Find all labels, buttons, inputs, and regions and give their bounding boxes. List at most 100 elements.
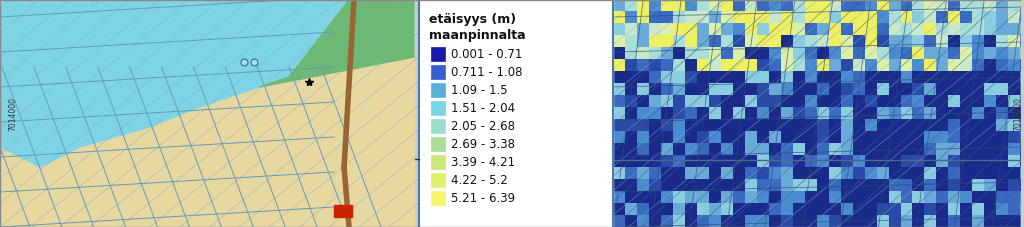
Bar: [853, 95, 864, 107]
Bar: [853, 119, 864, 131]
Bar: [685, 95, 697, 107]
Bar: [721, 35, 733, 47]
Bar: [733, 203, 744, 215]
Bar: [709, 215, 721, 227]
Bar: [626, 0, 637, 11]
Bar: [996, 47, 1009, 59]
Text: 2.69 - 3.38: 2.69 - 3.38: [451, 138, 515, 151]
Bar: [744, 23, 757, 35]
Bar: [613, 0, 1021, 227]
Bar: [984, 0, 996, 11]
Bar: [828, 107, 841, 119]
Bar: [973, 179, 984, 191]
Bar: [864, 83, 877, 95]
Bar: [709, 179, 721, 191]
Bar: [626, 119, 637, 131]
Bar: [973, 47, 984, 59]
Bar: [613, 131, 626, 143]
Bar: [781, 0, 793, 11]
Bar: [864, 191, 877, 203]
Bar: [936, 107, 948, 119]
Bar: [841, 131, 853, 143]
Bar: [889, 167, 900, 179]
Bar: [828, 191, 841, 203]
Bar: [984, 107, 996, 119]
Bar: [649, 179, 662, 191]
Bar: [1020, 155, 1024, 167]
Bar: [841, 71, 853, 83]
Bar: [912, 215, 925, 227]
Bar: [626, 215, 637, 227]
Bar: [649, 191, 662, 203]
Bar: [936, 119, 948, 131]
Text: 0.001 - 0.71: 0.001 - 0.71: [451, 47, 522, 61]
Bar: [889, 71, 900, 83]
Bar: [984, 59, 996, 71]
Text: 2.05 - 2.68: 2.05 - 2.68: [451, 119, 515, 133]
Bar: [685, 215, 697, 227]
Bar: [817, 47, 828, 59]
Bar: [961, 83, 973, 95]
Bar: [828, 203, 841, 215]
Bar: [841, 167, 853, 179]
Bar: [744, 143, 757, 155]
Bar: [817, 71, 828, 83]
Bar: [853, 155, 864, 167]
Bar: [709, 155, 721, 167]
Bar: [697, 143, 709, 155]
Bar: [828, 143, 841, 155]
Bar: [877, 83, 889, 95]
Bar: [900, 167, 912, 179]
Bar: [984, 215, 996, 227]
Bar: [805, 11, 817, 23]
Bar: [864, 23, 877, 35]
Bar: [973, 95, 984, 107]
Bar: [984, 179, 996, 191]
Bar: [805, 0, 817, 11]
Bar: [912, 95, 925, 107]
Bar: [613, 95, 626, 107]
Bar: [925, 59, 936, 71]
Bar: [793, 71, 805, 83]
Bar: [781, 23, 793, 35]
Bar: [996, 71, 1009, 83]
Bar: [889, 143, 900, 155]
Bar: [877, 167, 889, 179]
Bar: [948, 23, 961, 35]
Bar: [828, 0, 841, 11]
Bar: [889, 191, 900, 203]
Bar: [936, 215, 948, 227]
Bar: [828, 179, 841, 191]
Polygon shape: [0, 0, 414, 167]
Bar: [781, 95, 793, 107]
Bar: [709, 59, 721, 71]
Bar: [781, 143, 793, 155]
Bar: [685, 11, 697, 23]
Bar: [912, 131, 925, 143]
Bar: [1009, 23, 1020, 35]
Bar: [769, 0, 781, 11]
Bar: [662, 95, 673, 107]
Bar: [805, 35, 817, 47]
Bar: [757, 59, 769, 71]
Bar: [769, 35, 781, 47]
Bar: [1020, 131, 1024, 143]
Bar: [733, 11, 744, 23]
Bar: [685, 179, 697, 191]
Bar: [961, 107, 973, 119]
Bar: [900, 47, 912, 59]
Bar: [721, 155, 733, 167]
Bar: [673, 35, 685, 47]
Bar: [721, 119, 733, 131]
Bar: [769, 11, 781, 23]
Bar: [685, 35, 697, 47]
Bar: [721, 23, 733, 35]
Bar: [637, 143, 649, 155]
Bar: [996, 107, 1009, 119]
Bar: [793, 83, 805, 95]
Bar: [805, 143, 817, 155]
Bar: [721, 71, 733, 83]
Bar: [961, 179, 973, 191]
Bar: [744, 191, 757, 203]
Text: 7014000: 7014000: [1013, 97, 1022, 131]
